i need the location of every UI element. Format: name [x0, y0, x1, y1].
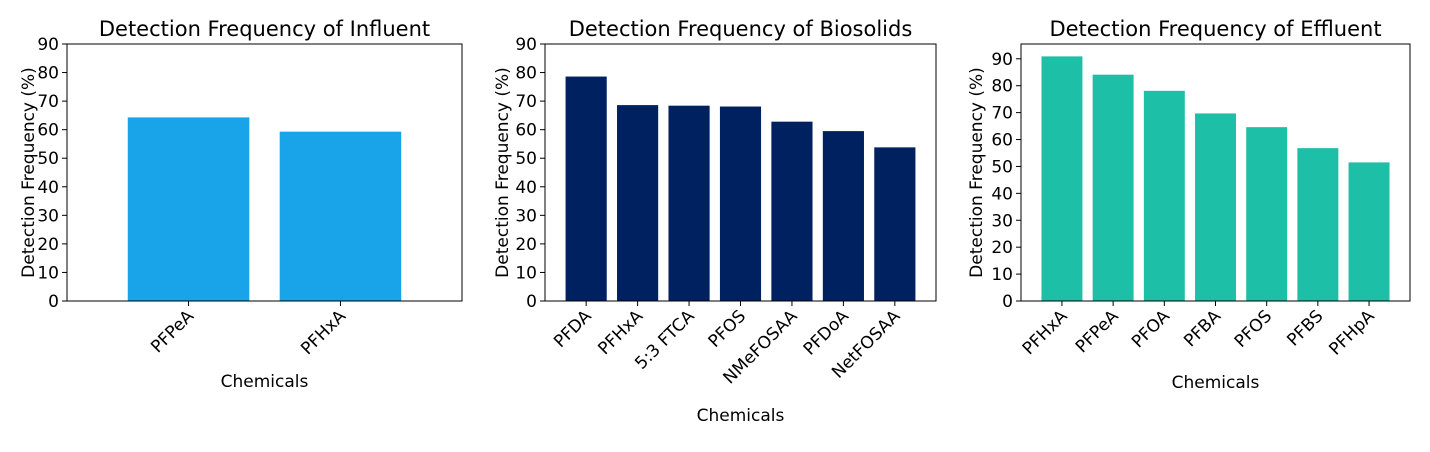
bar-pfhxa [1041, 56, 1083, 301]
y-tick-label: 60 [515, 121, 537, 141]
plot-frame [66, 43, 463, 302]
y-tick-label: 70 [991, 104, 1013, 124]
y-tick-label: 90 [515, 35, 537, 55]
x-tick-label: PFHpA [1325, 306, 1378, 359]
bar-pfhxa [617, 105, 659, 301]
chart-panel-2: Detection Frequency of Biosolids 0 10 20 30 4… [493, 17, 937, 426]
bar-pfhxa [279, 131, 402, 301]
y-tick-label: 0 [48, 292, 59, 312]
y-tick-label: 60 [991, 131, 1013, 151]
bar-pfos [719, 106, 762, 301]
x-tick-label: PFOS [705, 306, 750, 351]
bar-pfpea [1092, 74, 1134, 302]
y-tick-label: 40 [37, 178, 59, 198]
x-axis-label: Chemicals [221, 372, 309, 392]
y-tick-label: 70 [37, 92, 59, 112]
x-axis-label: Chemicals [1172, 373, 1260, 393]
y-tick-label: 90 [37, 35, 59, 55]
chart-title: Detection Frequency of Effluent [1049, 17, 1381, 41]
y-tick-label: 80 [37, 64, 59, 84]
y-tick-label: 60 [37, 121, 59, 141]
y-tick-label: 90 [991, 50, 1013, 70]
y-tick-label: 30 [991, 211, 1013, 231]
y-tick-label: 0 [526, 292, 537, 312]
y-axis-label: Detection Frequency (%) [493, 67, 513, 278]
x-tick-label: PFOS [1231, 306, 1276, 351]
chart-title: Detection Frequency of Biosolids [569, 17, 913, 41]
x-tick-label: PFHxA [297, 306, 350, 359]
x-tick-label: PFBA [1180, 306, 1225, 351]
y-axis-label: Detection Frequency (%) [967, 67, 987, 278]
x-tick-label: PFPeA [1072, 306, 1123, 357]
x-axis-label: Chemicals [697, 406, 785, 426]
y-tick-label: 20 [991, 238, 1013, 258]
y-tick-label: 10 [991, 265, 1013, 285]
y-tick-label: 40 [991, 184, 1013, 204]
x-tick-label: PFOA [1128, 306, 1174, 352]
bar-pfhpa [1348, 162, 1390, 301]
chart-panel-1: Detection Frequency of Influent 0 10 20 30 40… [19, 17, 463, 392]
chart-panel-3: Detection Frequency of Effluent 0 10 20 30 40… [967, 17, 1411, 393]
bar-netfosaa [874, 147, 916, 301]
y-tick-label: 20 [37, 235, 59, 255]
y-tick-label: 80 [991, 77, 1013, 97]
bar-pfoa [1143, 90, 1185, 301]
bar-nmefosaa [771, 121, 813, 301]
y-tick-label: 10 [37, 263, 59, 283]
y-tick-label: 70 [515, 92, 537, 112]
x-tick-label: PFPeA [147, 306, 198, 357]
bar-pfdoa [822, 131, 864, 301]
y-tick-label: 30 [515, 206, 537, 226]
y-tick-label: 40 [515, 178, 537, 198]
x-tick-label: PFHxA [1019, 306, 1072, 359]
y-tick-label: 50 [991, 157, 1013, 177]
y-tick-label: 10 [515, 263, 537, 283]
x-tick-label: PFBS [1283, 306, 1327, 350]
y-tick-label: 0 [1002, 292, 1013, 312]
bar-5-3-ftca [668, 105, 710, 302]
y-tick-label: 20 [515, 235, 537, 255]
y-tick-label: 50 [515, 149, 537, 169]
bar-pfda [565, 76, 607, 301]
y-tick-label: 30 [37, 206, 59, 226]
chart-title: Detection Frequency of Influent [99, 17, 430, 41]
y-axis-label: Detection Frequency (%) [19, 67, 39, 278]
x-tick-label: PFDA [550, 306, 596, 352]
bar-pfpea [127, 117, 250, 301]
bar-pfos [1246, 127, 1288, 302]
y-tick-label: 50 [37, 149, 59, 169]
bar-pfba [1195, 113, 1236, 302]
y-tick-label: 80 [515, 64, 537, 84]
bar-pfbs [1297, 148, 1339, 301]
